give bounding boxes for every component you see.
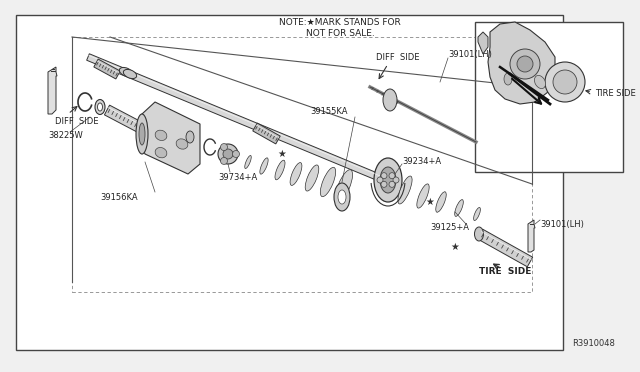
Circle shape: [393, 177, 399, 183]
Polygon shape: [488, 22, 555, 104]
Polygon shape: [104, 105, 148, 135]
Circle shape: [218, 144, 238, 164]
Text: NOTE:★MARK STANDS FOR: NOTE:★MARK STANDS FOR: [279, 17, 401, 26]
Circle shape: [377, 177, 383, 183]
Ellipse shape: [454, 200, 463, 217]
Bar: [16, 15, 563, 350]
Ellipse shape: [275, 160, 285, 180]
Ellipse shape: [119, 67, 132, 77]
Ellipse shape: [383, 89, 397, 111]
Polygon shape: [48, 67, 57, 114]
Ellipse shape: [534, 76, 545, 89]
Text: DIFF  SIDE: DIFF SIDE: [376, 52, 420, 61]
Ellipse shape: [136, 114, 148, 154]
Text: 39101(LH): 39101(LH): [540, 219, 584, 228]
Ellipse shape: [124, 70, 137, 78]
Ellipse shape: [139, 123, 145, 145]
Ellipse shape: [305, 165, 319, 191]
Ellipse shape: [186, 131, 194, 143]
Ellipse shape: [335, 170, 353, 202]
Ellipse shape: [474, 227, 483, 241]
Circle shape: [545, 62, 585, 102]
Text: 39155KA: 39155KA: [310, 108, 348, 116]
Circle shape: [553, 70, 577, 94]
Ellipse shape: [474, 208, 481, 221]
Ellipse shape: [244, 155, 252, 169]
Text: ★: ★: [278, 149, 286, 159]
Ellipse shape: [155, 148, 167, 158]
Text: TIRE SIDE: TIRE SIDE: [595, 90, 636, 99]
Polygon shape: [94, 59, 120, 79]
Circle shape: [221, 144, 227, 151]
Ellipse shape: [260, 158, 268, 174]
Text: 39101(LH): 39101(LH): [448, 49, 492, 58]
Text: TIRE  SIDE: TIRE SIDE: [479, 267, 531, 276]
Circle shape: [232, 151, 239, 157]
Circle shape: [389, 181, 395, 187]
Bar: [475, 22, 623, 172]
Polygon shape: [477, 229, 532, 267]
Text: DIFF  SIDE: DIFF SIDE: [55, 118, 99, 126]
Bar: [72, 37, 532, 292]
Ellipse shape: [290, 163, 302, 185]
Text: ★: ★: [426, 197, 435, 207]
Ellipse shape: [176, 139, 188, 149]
Polygon shape: [478, 32, 488, 54]
Text: ★: ★: [451, 242, 460, 252]
Ellipse shape: [97, 103, 102, 111]
Ellipse shape: [504, 73, 512, 85]
Ellipse shape: [436, 192, 446, 212]
Polygon shape: [253, 123, 280, 144]
Text: 39234+A: 39234+A: [402, 157, 441, 167]
Circle shape: [517, 56, 533, 72]
Polygon shape: [86, 54, 391, 185]
Polygon shape: [140, 102, 200, 174]
Ellipse shape: [417, 184, 429, 208]
Circle shape: [381, 173, 387, 179]
Circle shape: [221, 157, 227, 164]
Ellipse shape: [155, 130, 167, 141]
Ellipse shape: [338, 190, 346, 204]
Ellipse shape: [334, 183, 350, 211]
Ellipse shape: [374, 158, 402, 202]
Text: 39734+A: 39734+A: [218, 173, 257, 182]
Text: NOT FOR SALE.: NOT FOR SALE.: [306, 29, 374, 38]
Text: 39125+A: 39125+A: [430, 222, 469, 231]
Ellipse shape: [321, 167, 335, 197]
Ellipse shape: [95, 99, 105, 115]
Circle shape: [381, 181, 387, 187]
Text: R3910048: R3910048: [572, 340, 615, 349]
Ellipse shape: [398, 176, 412, 204]
Circle shape: [389, 173, 395, 179]
Text: 39156KA: 39156KA: [100, 192, 138, 202]
Polygon shape: [528, 220, 535, 252]
Circle shape: [223, 149, 233, 159]
Circle shape: [510, 49, 540, 79]
Text: 38225W: 38225W: [48, 131, 83, 140]
Ellipse shape: [380, 167, 396, 193]
